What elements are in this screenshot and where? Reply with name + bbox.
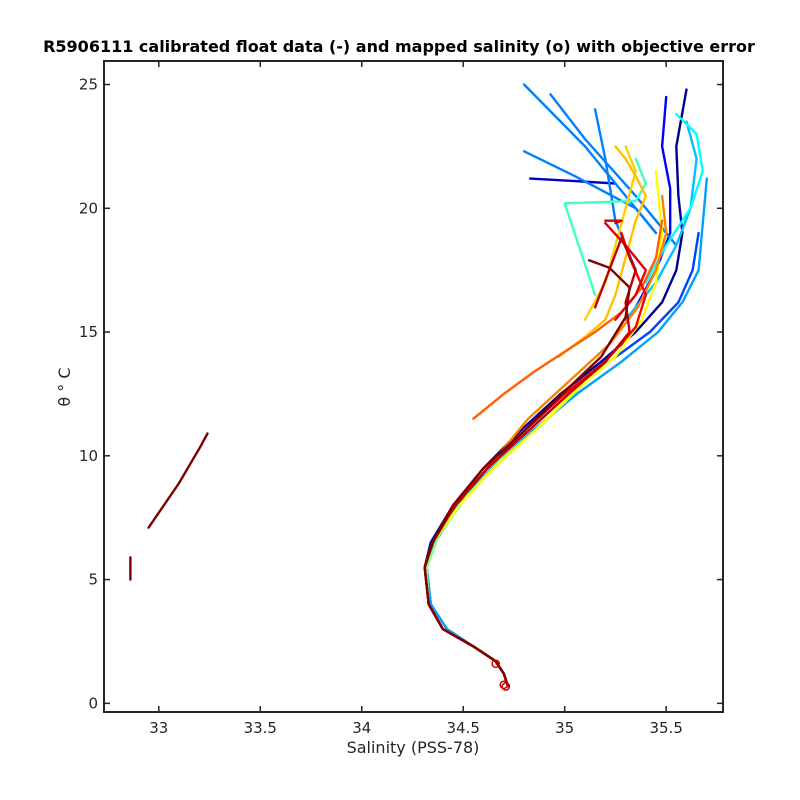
mapped-salinity-marker <box>499 680 509 690</box>
y-tick-label: 15 <box>79 323 98 341</box>
y-tick-label: 20 <box>79 199 98 217</box>
x-tick-label: 33.5 <box>244 719 277 737</box>
series-layer <box>129 83 708 688</box>
profile-line-13 <box>425 385 583 688</box>
profile-line-23 <box>147 432 209 529</box>
profile-line-12 <box>563 157 648 297</box>
x-tick-label: 33 <box>149 719 168 737</box>
profile-line-25 <box>423 259 631 688</box>
profile-line-22 <box>604 219 623 225</box>
x-axis: 33 33.5 34 34.5 35 35.5 <box>149 61 683 737</box>
x-tick-label: 34 <box>352 719 371 737</box>
y-tick-label: 10 <box>79 447 98 465</box>
x-axis-label: Salinity (PSS-78) <box>347 738 480 757</box>
y-tick-label: 25 <box>79 76 98 94</box>
y-tick-label: 0 <box>88 694 98 712</box>
mapped-salinity-marker <box>501 682 511 691</box>
profile-line-4 <box>425 231 700 688</box>
profile-line-6 <box>549 93 678 247</box>
profile-line-18 <box>472 219 664 420</box>
y-axis-label: θ ° C <box>55 367 74 406</box>
x-tick-label: 34.5 <box>447 719 480 737</box>
x-tick-label: 35.5 <box>649 719 682 737</box>
profile-line-16 <box>557 145 648 358</box>
profile-line-20 <box>604 221 648 321</box>
profile-line-11 <box>644 112 704 284</box>
profile-line-3 <box>529 177 617 185</box>
x-tick-label: 35 <box>555 719 574 737</box>
plot-frame <box>103 60 724 713</box>
y-tick-label: 5 <box>88 571 98 589</box>
mapped-salinity-marker <box>491 659 501 669</box>
profile-line-21 <box>423 236 637 688</box>
y-axis: 0 5 10 15 20 25 <box>79 76 723 712</box>
profile-line-9 <box>425 177 708 688</box>
profile-line-10 <box>624 120 698 321</box>
profile-line-17 <box>423 194 668 688</box>
mapped-points-layer <box>491 659 511 691</box>
profile-line-8 <box>522 150 658 235</box>
chart-title: R5906111 calibrated float data (-) and m… <box>43 37 755 56</box>
